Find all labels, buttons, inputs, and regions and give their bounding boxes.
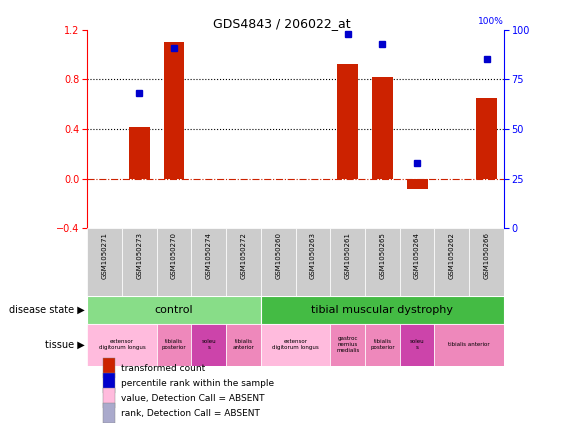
Text: GSM1050271: GSM1050271 (102, 232, 108, 279)
Bar (226, 228, 261, 296)
Bar (191, 228, 226, 296)
Bar (406, 179, 427, 189)
Bar (129, 126, 150, 179)
Bar (226, 324, 261, 366)
Bar (261, 228, 296, 296)
Text: transformed count: transformed count (121, 364, 205, 373)
Text: extensor
digitorum longus: extensor digitorum longus (272, 339, 319, 350)
Text: GSM1050272: GSM1050272 (240, 232, 247, 279)
Text: GSM1050262: GSM1050262 (449, 232, 455, 279)
Text: GSM1050265: GSM1050265 (379, 232, 385, 279)
Text: GSM1050261: GSM1050261 (345, 232, 351, 279)
Text: GSM1050274: GSM1050274 (206, 232, 212, 279)
Text: GSM1050266: GSM1050266 (484, 232, 489, 279)
Bar (337, 64, 358, 179)
Text: tissue ▶: tissue ▶ (44, 340, 84, 350)
Text: value, Detection Call = ABSENT: value, Detection Call = ABSENT (121, 394, 265, 403)
Text: percentile rank within the sample: percentile rank within the sample (121, 379, 274, 388)
Bar (435, 324, 504, 366)
Text: GSM1050270: GSM1050270 (171, 232, 177, 279)
Bar (365, 324, 400, 366)
Text: tibialis anterior: tibialis anterior (448, 342, 490, 347)
Text: gastroc
nemius
medialis: gastroc nemius medialis (336, 336, 359, 353)
Bar (365, 228, 400, 296)
Bar (164, 42, 185, 179)
Bar (400, 324, 435, 366)
Bar (87, 228, 122, 296)
Text: disease state ▶: disease state ▶ (8, 305, 84, 315)
Text: tibial muscular dystrophy: tibial muscular dystrophy (311, 305, 453, 315)
Bar (435, 228, 469, 296)
Text: extensor
digitorum longus: extensor digitorum longus (99, 339, 145, 350)
Text: 100%: 100% (478, 16, 504, 26)
Bar (261, 296, 504, 324)
Bar (330, 228, 365, 296)
Bar (400, 228, 435, 296)
Text: GSM1050260: GSM1050260 (275, 232, 281, 279)
Bar (372, 77, 393, 179)
Text: rank, Detection Call = ABSENT: rank, Detection Call = ABSENT (121, 409, 260, 418)
Bar (103, 388, 115, 408)
Text: soleu
s: soleu s (410, 339, 425, 350)
Text: GSM1050263: GSM1050263 (310, 232, 316, 279)
Bar (103, 374, 115, 393)
Text: tibialis
posterior: tibialis posterior (370, 339, 395, 350)
Text: soleu
s: soleu s (202, 339, 216, 350)
Bar (296, 228, 330, 296)
Bar (476, 98, 497, 179)
Bar (191, 324, 226, 366)
Bar (330, 324, 365, 366)
Text: GDS4843 / 206022_at: GDS4843 / 206022_at (213, 17, 350, 30)
Text: tibialis
posterior: tibialis posterior (162, 339, 186, 350)
Text: control: control (155, 305, 193, 315)
Bar (261, 324, 330, 366)
Bar (87, 324, 157, 366)
Bar (103, 358, 115, 379)
Bar (469, 228, 504, 296)
Bar (87, 296, 261, 324)
Text: GSM1050273: GSM1050273 (136, 232, 142, 279)
Text: tibialis
anterior: tibialis anterior (233, 339, 254, 350)
Bar (103, 403, 115, 423)
Text: GSM1050264: GSM1050264 (414, 232, 420, 279)
Bar (157, 324, 191, 366)
Bar (157, 228, 191, 296)
Bar (122, 228, 157, 296)
